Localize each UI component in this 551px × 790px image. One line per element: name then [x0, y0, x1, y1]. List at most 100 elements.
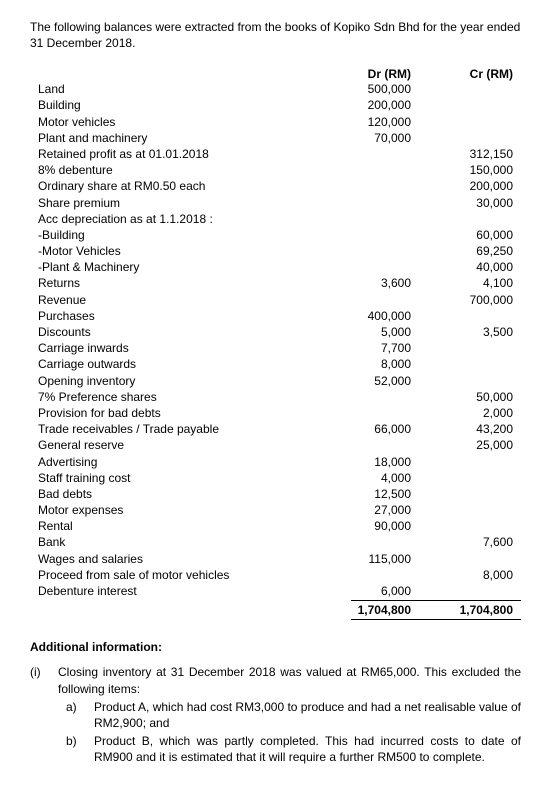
row-label: Motor vehicles	[30, 114, 351, 130]
table-row: Wages and salaries115,000	[30, 551, 521, 567]
row-dr: 7,700	[351, 340, 441, 356]
table-row: Discounts5,0003,500	[30, 324, 521, 340]
row-dr	[351, 162, 441, 178]
row-cr: 50,000	[441, 389, 521, 405]
row-label: Carriage outwards	[30, 356, 351, 372]
sub-letter: a)	[58, 699, 94, 731]
trial-balance-table: Dr (RM) Cr (RM) Land500,000Building200,0…	[30, 67, 521, 620]
row-cr: 69,250	[441, 243, 521, 259]
row-label: 8% debenture	[30, 162, 351, 178]
row-cr: 2,000	[441, 405, 521, 421]
table-row: Purchases400,000	[30, 308, 521, 324]
row-dr: 6,000	[351, 583, 441, 599]
row-cr	[441, 211, 521, 227]
total-dr: 1,704,800	[351, 600, 441, 620]
sub-text: Product B, which was partly completed. T…	[94, 733, 521, 765]
table-row: -Building60,000	[30, 227, 521, 243]
table-row: Plant and machinery70,000	[30, 130, 521, 146]
row-cr: 7,600	[441, 534, 521, 550]
row-dr: 90,000	[351, 518, 441, 534]
table-row: General reserve 25,000	[30, 437, 521, 453]
row-cr: 700,000	[441, 292, 521, 308]
additional-heading: Additional information:	[30, 640, 521, 654]
row-cr	[441, 518, 521, 534]
row-cr	[441, 470, 521, 486]
row-cr: 40,000	[441, 259, 521, 275]
row-label: Discounts	[30, 324, 351, 340]
table-row: Bad debts12,500	[30, 486, 521, 502]
table-row: Opening inventory52,000	[30, 373, 521, 389]
item-body: Closing inventory at 31 December 2018 wa…	[58, 664, 521, 765]
table-row: 8% debenture150,000	[30, 162, 521, 178]
row-dr: 27,000	[351, 502, 441, 518]
row-cr: 4,100	[441, 275, 521, 291]
row-dr: 52,000	[351, 373, 441, 389]
row-cr	[441, 340, 521, 356]
row-cr: 43,200	[441, 421, 521, 437]
row-dr: 4,000	[351, 470, 441, 486]
row-cr	[441, 486, 521, 502]
row-dr	[351, 243, 441, 259]
row-dr	[351, 437, 441, 453]
row-label: Plant and machinery	[30, 130, 351, 146]
row-cr: 8,000	[441, 567, 521, 583]
table-row: -Motor Vehicles 69,250	[30, 243, 521, 259]
table-row: Retained profit as at 01.01.2018312,150	[30, 146, 521, 162]
table-row: Land500,000	[30, 81, 521, 97]
row-dr	[351, 259, 441, 275]
row-label: Revenue	[30, 292, 351, 308]
table-row: Advertising18,000	[30, 454, 521, 470]
row-cr	[441, 502, 521, 518]
table-row: Motor expenses27,000	[30, 502, 521, 518]
row-dr: 5,000	[351, 324, 441, 340]
table-row: Share premium30,000	[30, 195, 521, 211]
row-dr	[351, 178, 441, 194]
row-label: Debenture interest	[30, 583, 351, 599]
row-label: Land	[30, 81, 351, 97]
row-dr	[351, 292, 441, 308]
table-row: Motor vehicles120,000	[30, 114, 521, 130]
row-dr	[351, 195, 441, 211]
table-header: Dr (RM) Cr (RM)	[30, 67, 521, 81]
table-row: Proceed from sale of motor vehicles 8,000	[30, 567, 521, 583]
row-label: Share premium	[30, 195, 351, 211]
row-dr	[351, 227, 441, 243]
table-row: Trade receivables / Trade payable66,0004…	[30, 421, 521, 437]
row-dr	[351, 567, 441, 583]
row-dr: 400,000	[351, 308, 441, 324]
row-cr: 25,000	[441, 437, 521, 453]
row-cr: 3,500	[441, 324, 521, 340]
row-label: -Motor Vehicles	[30, 243, 351, 259]
sub-item: a)Product A, which had cost RM3,000 to p…	[58, 699, 521, 731]
row-cr: 200,000	[441, 178, 521, 194]
row-label: Advertising	[30, 454, 351, 470]
sub-text: Product A, which had cost RM3,000 to pro…	[94, 699, 521, 731]
row-cr	[441, 583, 521, 599]
row-dr: 66,000	[351, 421, 441, 437]
row-dr: 500,000	[351, 81, 441, 97]
table-row: Bank7,600	[30, 534, 521, 550]
item-number: (i)	[30, 664, 58, 765]
sub-letter: b)	[58, 733, 94, 765]
row-label: Bad debts	[30, 486, 351, 502]
row-cr	[441, 308, 521, 324]
table-row: Carriage outwards8,000	[30, 356, 521, 372]
table-row: -Plant & Machinery40,000	[30, 259, 521, 275]
row-dr	[351, 389, 441, 405]
row-dr	[351, 405, 441, 421]
row-label: Proceed from sale of motor vehicles	[30, 567, 351, 583]
row-cr	[441, 373, 521, 389]
table-row: Revenue 700,000	[30, 292, 521, 308]
row-label: General reserve	[30, 437, 351, 453]
row-dr: 12,500	[351, 486, 441, 502]
row-label: Wages and salaries	[30, 551, 351, 567]
row-cr	[441, 114, 521, 130]
row-dr: 200,000	[351, 97, 441, 113]
table-row: Provision for bad debts 2,000	[30, 405, 521, 421]
row-dr: 115,000	[351, 551, 441, 567]
table-row: 7% Preference shares50,000	[30, 389, 521, 405]
row-label: Purchases	[30, 308, 351, 324]
row-dr: 3,600	[351, 275, 441, 291]
header-dr: Dr (RM)	[351, 67, 441, 81]
row-label: Provision for bad debts	[30, 405, 351, 421]
